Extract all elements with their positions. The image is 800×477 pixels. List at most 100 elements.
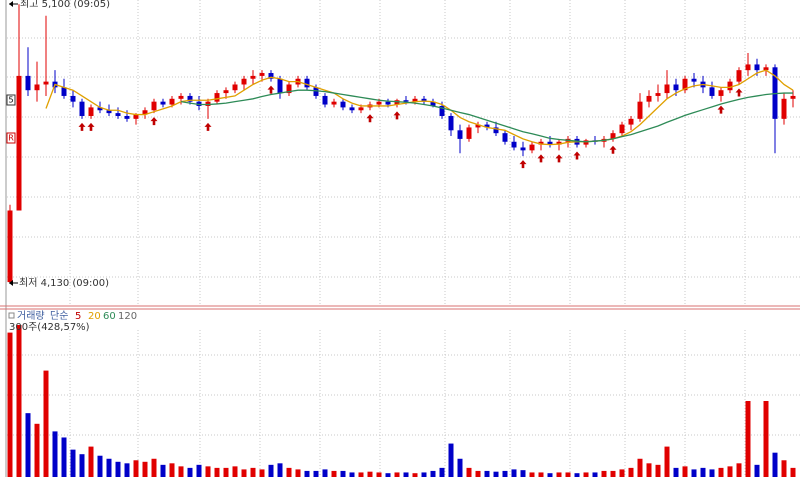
volume-bar xyxy=(70,449,76,477)
volume-bar xyxy=(340,470,346,477)
candle-body xyxy=(403,100,409,102)
grid xyxy=(7,0,800,477)
volume-bar xyxy=(772,452,778,477)
volume-bar xyxy=(178,466,184,477)
candle-body xyxy=(754,64,760,71)
candle-body xyxy=(205,101,211,106)
volume-legend: 단순 xyxy=(50,310,68,322)
volume-bar xyxy=(493,471,499,477)
volume-bar xyxy=(34,423,40,477)
volume-bar xyxy=(241,469,247,477)
volume-bar xyxy=(412,473,418,477)
candle-body xyxy=(349,107,355,111)
candle-body xyxy=(313,87,319,96)
candle-body xyxy=(88,107,94,116)
candle-body xyxy=(763,67,769,71)
candle-body xyxy=(133,114,139,119)
volume-bar xyxy=(358,472,364,477)
legend-box xyxy=(8,312,15,319)
candle-body xyxy=(412,98,418,102)
signal-arrow xyxy=(87,122,95,131)
volume-bar xyxy=(61,437,67,477)
volume-bar xyxy=(313,470,319,477)
candle-body xyxy=(232,84,238,91)
volume-bar xyxy=(331,470,337,477)
candle-body xyxy=(736,70,742,82)
candle-body xyxy=(529,144,535,151)
volume-bar xyxy=(682,466,688,477)
candle-body xyxy=(124,115,130,119)
volume-bar xyxy=(295,469,301,477)
volume-bar xyxy=(502,470,508,477)
signal-arrow xyxy=(573,151,581,160)
candle-body xyxy=(151,101,157,111)
candle-body xyxy=(340,101,346,108)
candle-body xyxy=(727,81,733,91)
volume-bar xyxy=(124,463,130,477)
volume-bar xyxy=(583,472,589,477)
volume-bar xyxy=(727,466,733,477)
candle-body xyxy=(160,101,166,105)
candle-body xyxy=(421,98,427,102)
candle-body xyxy=(610,133,616,139)
marker-box xyxy=(6,94,16,106)
candle-body xyxy=(745,64,751,71)
candle-body xyxy=(214,93,220,102)
volume-bar xyxy=(79,454,85,477)
volume-bar xyxy=(565,472,571,477)
signal-arrow xyxy=(78,122,86,131)
candle-body xyxy=(466,127,472,139)
candle-body xyxy=(511,141,517,148)
volume-bar xyxy=(691,469,697,477)
candle-body xyxy=(286,84,292,94)
candle-body xyxy=(646,95,652,102)
volume-bar xyxy=(457,458,463,477)
candle-body xyxy=(97,107,103,111)
volume-bar xyxy=(232,466,238,477)
candle-body xyxy=(709,87,715,96)
marker-box xyxy=(6,132,16,144)
volume-bar xyxy=(160,464,166,477)
volume-bar xyxy=(88,446,94,477)
volume-bar xyxy=(637,458,643,477)
candle-body xyxy=(322,95,328,105)
volume-bar xyxy=(736,463,742,477)
low-arrow-head xyxy=(9,280,13,286)
candle-body xyxy=(178,95,184,99)
volume-bar xyxy=(700,467,706,477)
candle-body xyxy=(493,127,499,134)
candle-body xyxy=(394,100,400,105)
candle-body xyxy=(358,107,364,111)
volume-bar xyxy=(601,470,607,477)
volume-bar xyxy=(619,469,625,477)
candle-body xyxy=(196,101,202,106)
volume-legend: 60 xyxy=(103,311,116,322)
candle-body xyxy=(673,84,679,91)
volume-legend: 거래량 xyxy=(17,310,45,322)
candle-body xyxy=(241,78,247,85)
volume-bar xyxy=(511,469,517,477)
candle-body xyxy=(169,98,175,105)
high-arrow-head xyxy=(9,1,13,7)
candle-body xyxy=(142,110,148,115)
candle-body xyxy=(385,101,391,105)
candle-body xyxy=(187,95,193,102)
volume-bar xyxy=(592,472,598,477)
volume-bar xyxy=(763,401,769,477)
high-label: 최고 5,100 (09:05) xyxy=(20,0,110,10)
volume-bar xyxy=(790,467,796,477)
candle-body xyxy=(520,147,526,151)
candle-body xyxy=(43,81,49,85)
moving-average-line xyxy=(45,69,794,146)
candle-body xyxy=(430,101,436,106)
volume-bar xyxy=(475,470,481,477)
signal-arrow xyxy=(366,114,374,123)
volume-bar xyxy=(259,469,265,477)
volume-bar xyxy=(277,463,283,477)
volume-bar xyxy=(646,463,652,477)
volume-bar xyxy=(394,472,400,477)
candle-body xyxy=(547,141,553,145)
candle-body xyxy=(538,141,544,145)
volume-bar xyxy=(205,466,211,477)
candle-body xyxy=(718,90,724,96)
